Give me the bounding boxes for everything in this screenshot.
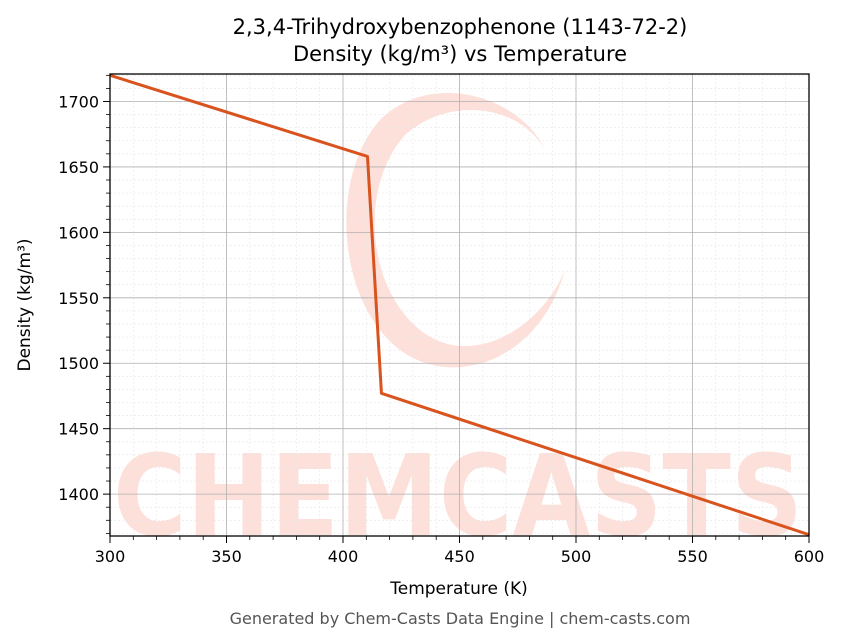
y-tick-label: 1600: [58, 223, 99, 242]
density-line: [110, 74, 809, 536]
x-tick-label: 550: [677, 547, 708, 566]
x-tick-label: 300: [95, 547, 126, 566]
y-tick-label: 1450: [58, 420, 99, 439]
x-tick-label: 450: [444, 547, 475, 566]
y-axis: 1400 1450 1500 1550 1600 1650 1700: [58, 74, 110, 534]
footer-credit: Generated by Chem-Casts Data Engine | ch…: [230, 609, 691, 628]
y-tick-label: 1400: [58, 485, 99, 504]
watermark-logo: CHEMCASTS: [113, 93, 803, 562]
chart-title: 2,3,4-Trihydroxybenzophenone (1143-72-2): [233, 15, 688, 39]
x-tick-label: 600: [794, 547, 825, 566]
chart-subtitle: Density (kg/m³) vs Temperature: [293, 42, 627, 66]
y-tick-label: 1650: [58, 158, 99, 177]
x-axis-label: Temperature (K): [389, 579, 528, 599]
y-tick-label: 1550: [58, 289, 99, 308]
x-axis: 300 350 400 450 500 550 600: [95, 536, 825, 566]
y-axis-label: Density (kg/m³): [15, 238, 35, 371]
y-tick-label: 1700: [58, 92, 99, 111]
series-layer: [110, 74, 809, 536]
watermark-text: CHEMCASTS: [113, 432, 803, 562]
x-tick-label: 350: [211, 547, 242, 566]
x-tick-label: 500: [561, 547, 592, 566]
x-tick-label: 400: [328, 547, 359, 566]
y-tick-label: 1500: [58, 354, 99, 373]
